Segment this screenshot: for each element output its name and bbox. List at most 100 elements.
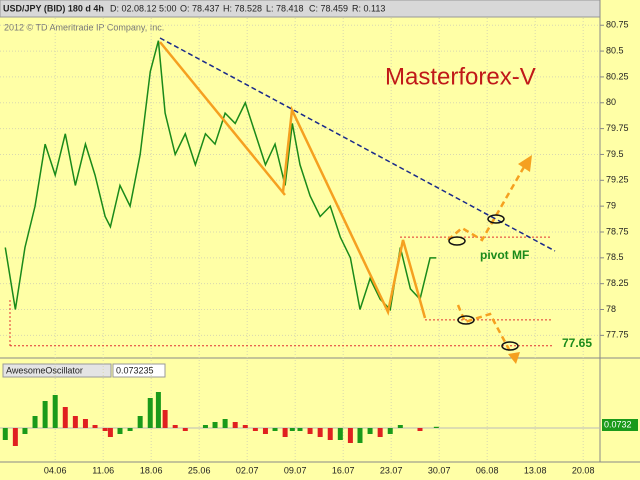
watermark: Masterforex-V: [385, 63, 536, 90]
plot: 77.75 78 78.25 78.5 78.75 79 79.25 79.5 79.75 80 8…: [0, 18, 629, 475]
osc-bar: [262, 428, 268, 434]
osc-bar: [107, 428, 113, 437]
osc-bar: [377, 428, 383, 437]
osc-value-box: [112, 363, 166, 378]
x-tick-label: 13.08: [524, 465, 547, 475]
osc-bar: [317, 428, 323, 437]
osc-bar: [242, 425, 248, 428]
y-tick-label: 80.75: [606, 20, 629, 30]
arrow-head: [518, 155, 532, 172]
osc-last-box: [602, 419, 638, 431]
osc-bar: [232, 422, 238, 428]
osc-bar: [282, 428, 288, 437]
osc-name-box: [2, 363, 112, 378]
x-tick-label: 11.06: [92, 465, 114, 475]
osc-bar: [307, 428, 313, 434]
osc-bar: [155, 392, 161, 428]
y-tick-label: 79.75: [606, 123, 629, 133]
osc-bar: [92, 425, 98, 428]
osc-bar: [82, 419, 88, 428]
header: USD/JPY (BID) 180 d 4h D: 02.08.12 5:00 O:…: [3, 3, 385, 13]
y-tick-label: 78.25: [606, 278, 629, 288]
x-tick-label: 30.07: [428, 465, 451, 475]
osc-value: 0.073235: [116, 365, 154, 375]
y-tick-label: 80.5: [606, 45, 624, 55]
marker: [501, 341, 519, 351]
osc-bar: [22, 428, 28, 434]
header-field: O: 78.437: [180, 3, 220, 13]
header-field: C: 78.459: [309, 3, 348, 13]
y-tick-label: 78: [606, 304, 616, 314]
osc-bar: [337, 428, 343, 440]
y-tick-label: 80.25: [606, 71, 629, 81]
osc-bar: [172, 425, 178, 428]
osc-bar: [212, 422, 218, 428]
copyright: 2012 © TD Ameritrade IP Company, Inc.: [4, 22, 164, 32]
osc-name: AwesomeOscillator: [6, 365, 83, 375]
osc-bar: [32, 416, 38, 428]
pivot-label: pivot MF: [480, 248, 529, 262]
y-tick-label: 79.25: [606, 175, 629, 185]
osc-bar: [182, 428, 188, 431]
y-tick-label: 79: [606, 201, 616, 211]
osc-bar: [117, 428, 123, 434]
y-tick-label: 79.5: [606, 149, 624, 159]
forecast-down: [456, 304, 514, 356]
osc-bar: [272, 428, 278, 431]
osc-bar: [102, 428, 108, 431]
osc-bar: [387, 428, 393, 434]
marker: [487, 214, 505, 224]
osc-bar: [289, 428, 295, 431]
osc-bar: [202, 425, 208, 428]
osc-bar: [252, 428, 258, 431]
header-field: USD/JPY (BID) 180 d 4h: [3, 3, 104, 13]
osc-bar: [62, 407, 68, 428]
osc-bar: [72, 416, 78, 428]
osc-bar: [42, 401, 48, 428]
marker: [448, 236, 466, 246]
osc-bar: [433, 426, 439, 428]
y-tick-label: 78.5: [606, 252, 624, 262]
osc-bar: [147, 398, 153, 428]
x-tick-label: 20.08: [572, 465, 595, 475]
header-field: D: 02.08.12 5:00: [110, 3, 177, 13]
wave-line: [159, 41, 286, 196]
x-tick-label: 06.08: [476, 465, 499, 475]
forecast-up: [447, 159, 530, 242]
osc-bar: [127, 428, 133, 431]
x-tick-label: 04.06: [44, 465, 67, 475]
y-tick-label: 77.75: [606, 330, 629, 340]
marker: [457, 315, 475, 325]
trend-line: [159, 37, 556, 252]
x-tick-label: 09.07: [284, 465, 307, 475]
osc-bar: [417, 428, 423, 431]
x-tick-label: 25.06: [188, 465, 211, 475]
osc-bar: [222, 419, 228, 428]
osc-bar: [347, 428, 353, 443]
osc-bar: [327, 428, 333, 440]
y-tick-label: 80: [606, 97, 616, 107]
header-field: L: 78.418: [266, 3, 304, 13]
x-tick-label: 02.07: [236, 465, 259, 475]
osc-bar: [297, 428, 303, 431]
x-tick-label: 16.07: [332, 465, 355, 475]
price-line: [4, 40, 437, 312]
level-label: 77.65: [562, 336, 592, 350]
osc-bar: [12, 428, 18, 446]
osc-bar: [52, 395, 58, 428]
x-tick-label: 23.07: [380, 465, 403, 475]
header-field: R: 0.113: [352, 3, 385, 13]
wave-line: [281, 105, 427, 319]
osc-bar: [137, 416, 143, 428]
y-tick-label: 78.75: [606, 226, 629, 236]
osc-bar: [162, 410, 168, 428]
osc-bar: [357, 428, 363, 443]
osc-bar: [2, 428, 8, 440]
osc-bar: [367, 428, 373, 434]
x-tick-label: 18.06: [140, 465, 163, 475]
arrow-head: [508, 352, 520, 364]
osc-last-label: 0.0732: [604, 419, 632, 429]
